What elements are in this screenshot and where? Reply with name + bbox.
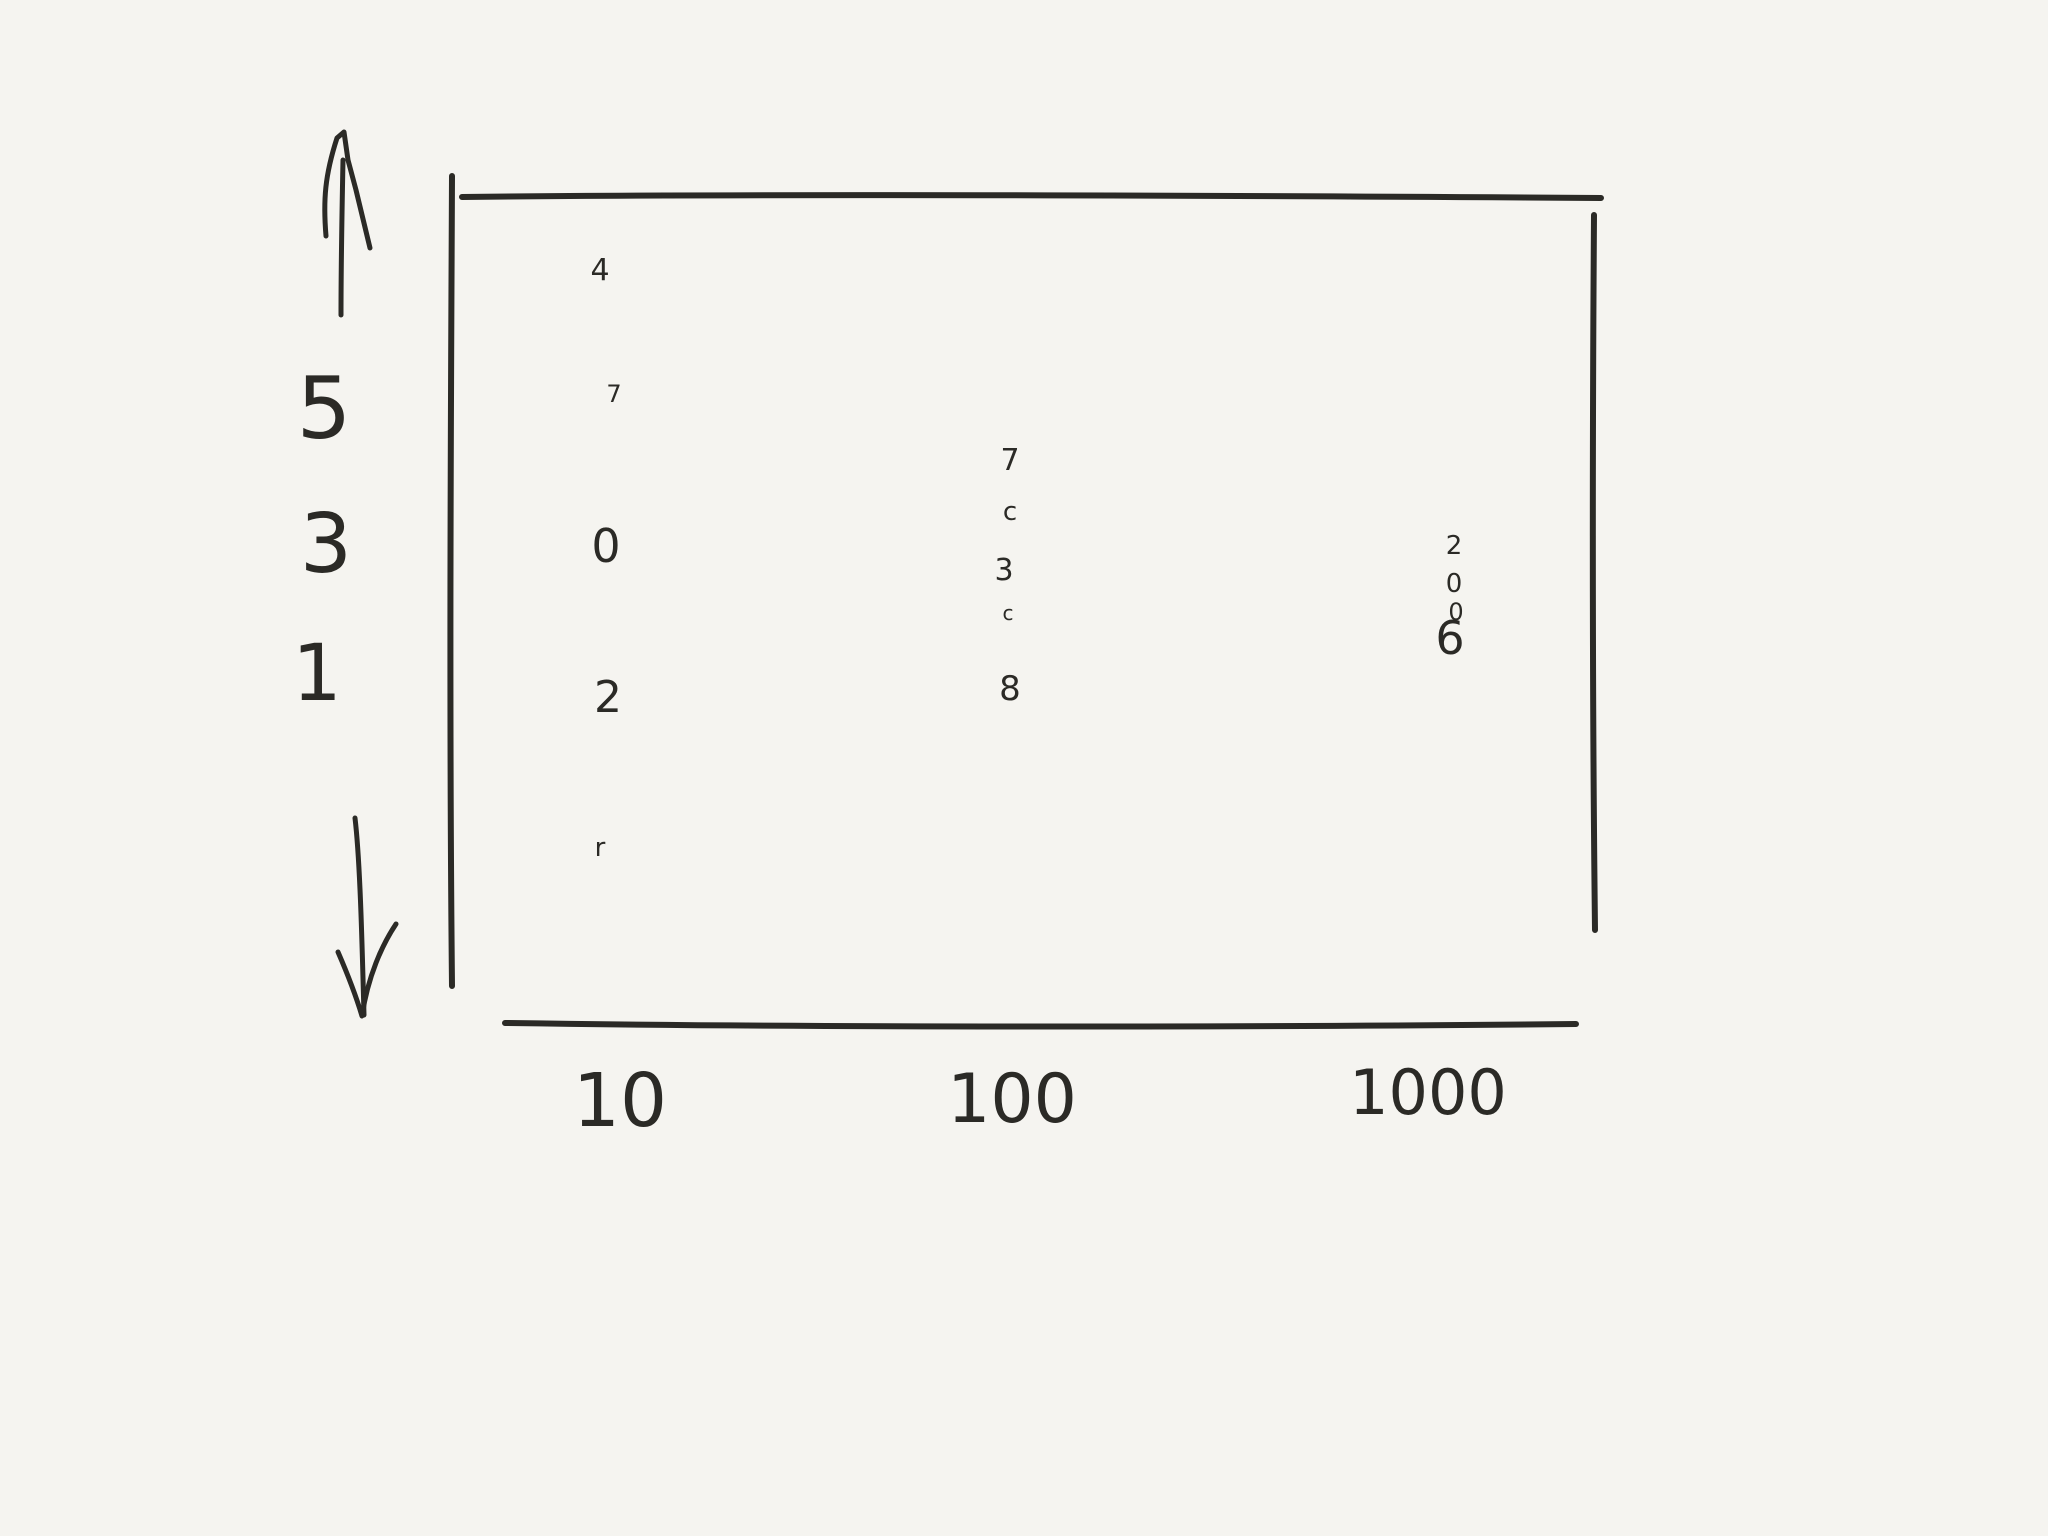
frame-top-border <box>459 192 1604 201</box>
x-axis-labels: 10 100 1000 <box>573 1056 1507 1144</box>
sketch-glyph: c <box>1003 497 1017 527</box>
y-axis-labels: 5 3 1 <box>292 359 352 719</box>
sketch-glyph: 2 <box>1446 531 1463 561</box>
sketch-glyph: r <box>595 833 606 863</box>
x-axis-label: 10 <box>573 1058 667 1144</box>
arrow-up-icon <box>322 129 373 318</box>
y-axis-label: 3 <box>300 497 352 592</box>
column-100-glyphs: 7 c 3 c 8 <box>994 443 1020 709</box>
sketch-glyph: 3 <box>994 553 1013 588</box>
sketch-glyph: 2 <box>594 672 622 723</box>
sketch-glyph: 0 <box>591 519 620 573</box>
x-axis-label: 100 <box>947 1060 1077 1139</box>
column-10-glyphs: 4 7 0 2 r <box>590 253 622 863</box>
sketch-glyph: 8 <box>999 669 1021 709</box>
sketch-glyph: c <box>1003 601 1014 625</box>
y-axis-label: 5 <box>297 359 352 459</box>
frame-bottom-border <box>502 1020 1579 1030</box>
sketch-glyph: 4 <box>590 253 609 288</box>
sketch-glyph: 0 <box>1446 569 1463 599</box>
sketch-glyph: 6 <box>1435 611 1464 665</box>
y-axis-label: 1 <box>292 629 342 719</box>
sketch-glyph: 0 <box>1448 598 1463 626</box>
frame-right-border <box>1589 212 1598 933</box>
arrow-down-icon <box>335 815 399 1019</box>
frame-left-border <box>447 173 455 989</box>
sketch-glyph: 7 <box>606 380 621 408</box>
x-axis-label: 1000 <box>1349 1056 1507 1129</box>
column-1000-glyphs: 2 0 0 6 <box>1435 531 1464 665</box>
plot-frame <box>447 173 1604 1030</box>
sketch-glyph: 7 <box>1000 443 1019 478</box>
